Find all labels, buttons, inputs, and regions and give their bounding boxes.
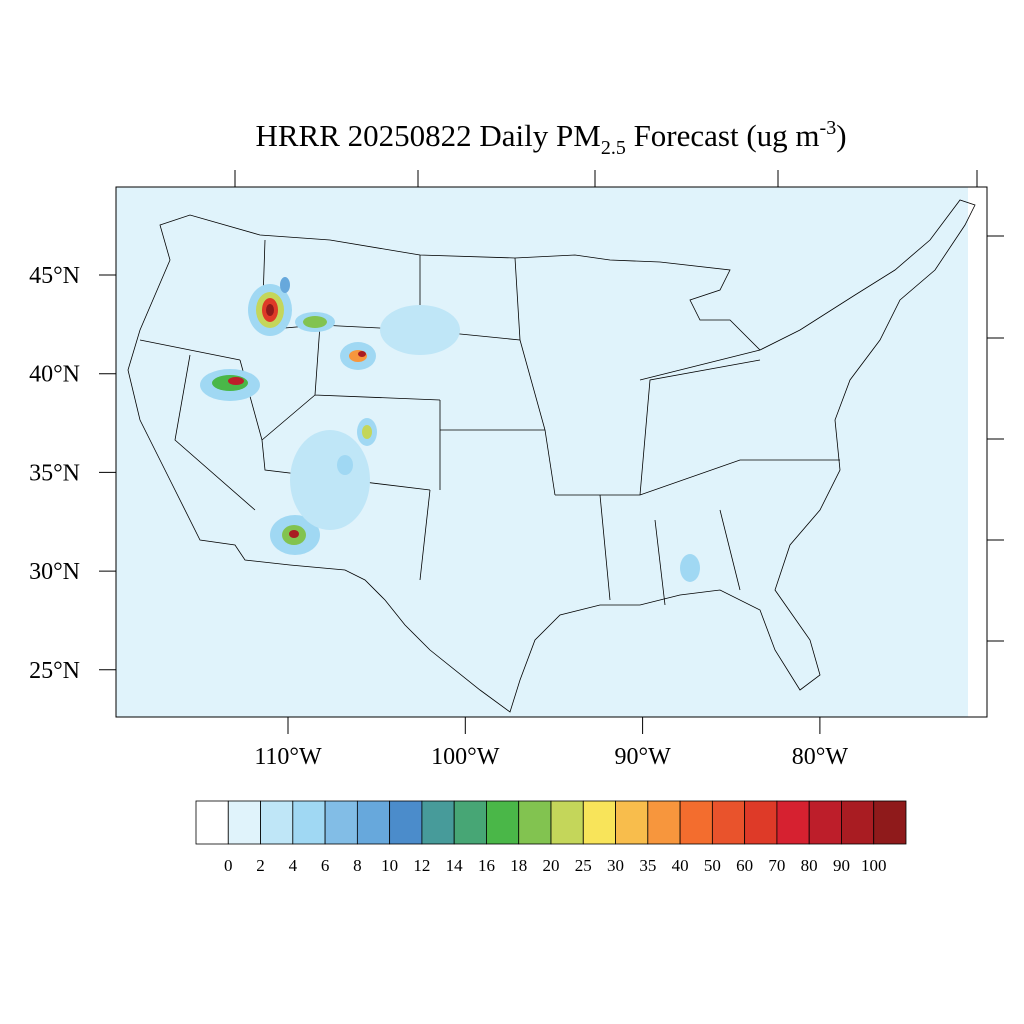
lon-tick-label: 80°W <box>792 744 849 770</box>
smoke-plume <box>380 305 460 355</box>
title-end: ) <box>836 118 846 153</box>
map-frame <box>115 186 988 718</box>
colorbar-box <box>873 800 907 845</box>
colorbar-box <box>518 800 552 845</box>
smoke-plume <box>337 455 353 475</box>
smoke-plume <box>280 277 290 293</box>
colorbar-label: 70 <box>768 856 785 875</box>
colorbar-label: 18 <box>510 856 527 875</box>
colorbar-box <box>841 800 875 845</box>
colorbar-box <box>324 800 358 845</box>
lon-tick-label: 100°W <box>431 744 500 770</box>
smoke-plume <box>362 425 372 439</box>
lat-tick-label: 45°N <box>29 263 80 289</box>
map <box>115 170 1004 718</box>
smoke-plume <box>290 430 370 530</box>
smoke-plume <box>680 554 700 582</box>
colorbar-box <box>421 800 455 845</box>
title-mid: Forecast (ug m <box>626 118 820 153</box>
coastline <box>127 199 976 713</box>
colorbar-label: 10 <box>381 856 398 875</box>
colorbar-label: 6 <box>321 856 330 875</box>
colorbar-box <box>647 800 681 845</box>
colorbar-box <box>356 800 391 845</box>
title: HRRR 20250822 Daily PM2.5 Forecast (ug m… <box>255 117 846 159</box>
colorbar-label: 14 <box>446 856 464 875</box>
lat-tick-label: 25°N <box>29 658 80 684</box>
colorbar-box <box>776 800 810 845</box>
colorbar-label: 0 <box>224 856 233 875</box>
colorbar-box <box>486 800 520 845</box>
smoke-plume <box>228 377 244 385</box>
title-sup: -3 <box>820 117 837 139</box>
colorbar-box <box>227 800 261 845</box>
colorbar-box <box>292 800 326 845</box>
smoke-plume <box>303 316 327 328</box>
colorbar-label: 35 <box>639 856 656 875</box>
colorbar-box <box>711 800 746 845</box>
colorbar-box <box>260 800 294 845</box>
colorbar-label: 60 <box>736 856 753 875</box>
colorbar-label: 40 <box>672 856 689 875</box>
lon-tick-label: 90°W <box>614 744 671 770</box>
lat-tick-label: 35°N <box>29 460 80 486</box>
colorbar-label: 50 <box>704 856 721 875</box>
colorbar-box <box>582 800 616 845</box>
smoke-plume <box>358 351 366 357</box>
colorbar-box <box>453 800 487 845</box>
colorbar-box <box>550 800 584 845</box>
colorbar-box <box>808 800 842 845</box>
smoke-plume <box>289 530 299 538</box>
colorbar-label: 80 <box>801 856 818 875</box>
colorbar-label: 12 <box>413 856 430 875</box>
colorbar-label: 2 <box>256 856 265 875</box>
colorbar-box <box>615 800 649 845</box>
colorbar-label: 16 <box>478 856 495 875</box>
colorbar-label: 8 <box>353 856 362 875</box>
colorbar-box <box>195 800 229 845</box>
colorbar-label: 100 <box>861 856 887 875</box>
title-main: HRRR 20250822 Daily PM <box>255 118 600 153</box>
colorbar-box <box>744 800 778 845</box>
colorbar-box <box>389 800 423 845</box>
frame-ticks <box>234 170 1004 642</box>
colorbar-label: 30 <box>607 856 624 875</box>
title-sub: 2.5 <box>601 137 626 159</box>
lon-tick-label: 110°W <box>254 744 322 770</box>
smoke-plume <box>266 304 274 316</box>
colorbar-label: 4 <box>289 856 298 875</box>
lat-tick-label: 40°N <box>29 362 80 388</box>
map-field <box>116 187 968 717</box>
colorbar-box <box>679 800 713 845</box>
colorbar-label: 90 <box>833 856 850 875</box>
colorbar-label: 20 <box>543 856 560 875</box>
lat-tick-label: 30°N <box>29 559 80 585</box>
colorbar-label: 25 <box>575 856 592 875</box>
